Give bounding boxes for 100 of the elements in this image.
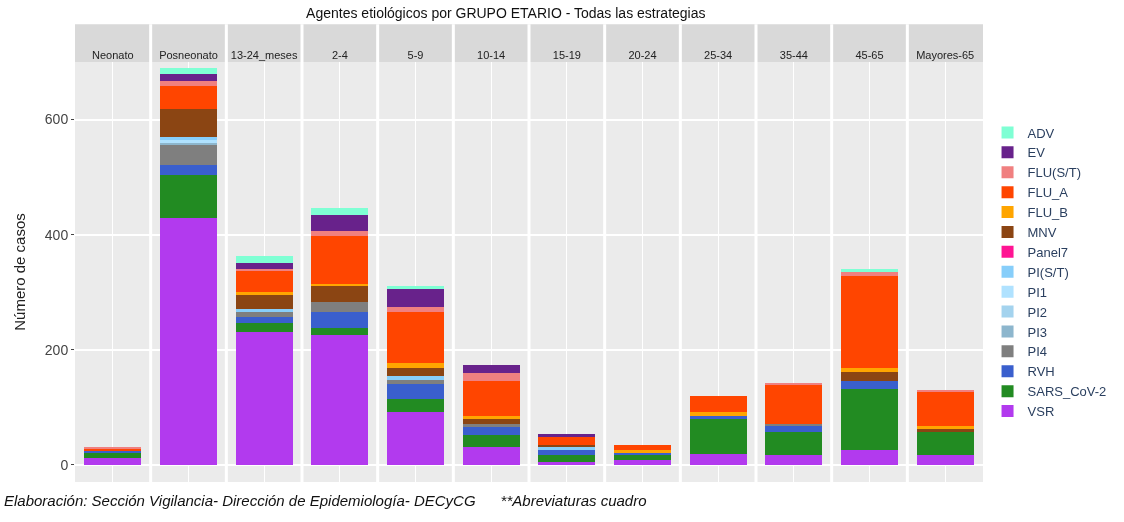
bar — [689, 454, 747, 465]
bar — [916, 454, 974, 465]
legend-label: Panel7 — [1027, 244, 1069, 260]
x-tick-label: 10-14 — [477, 48, 506, 61]
legend-label: PI4 — [1027, 344, 1048, 360]
bar — [538, 454, 596, 463]
bar — [689, 411, 747, 416]
bar — [462, 416, 520, 420]
x-tick-label: Posneonato — [159, 48, 218, 61]
bar — [311, 301, 369, 313]
bar — [387, 312, 444, 363]
bar — [311, 230, 369, 236]
legend-label: RVH — [1027, 364, 1055, 380]
bar — [841, 272, 898, 277]
text: Elaboración: Sección Vigilancia- Dirección de Epidemiología- DECyCG **Abreviaturas cuadro — [4, 492, 647, 509]
bar — [841, 269, 898, 272]
legend-label: PI3 — [1027, 324, 1048, 340]
bar — [538, 462, 596, 465]
bar — [387, 399, 444, 412]
bar — [160, 86, 217, 110]
bar — [84, 457, 142, 465]
bar — [614, 454, 671, 460]
x-tick-label: Mayores-65 — [916, 48, 975, 61]
x-tick-label: 5-9 — [407, 48, 424, 61]
bar — [387, 289, 444, 307]
y-tick-label: 200 — [44, 341, 69, 358]
bar — [311, 312, 369, 329]
bar — [841, 368, 898, 372]
legend-label: FLU_A — [1027, 185, 1069, 201]
bar — [387, 376, 444, 380]
chart-title: Agentes etiológicos por GRUPO ETARIO - Todas las estrategias — [306, 4, 706, 21]
bar — [311, 335, 369, 465]
bar — [765, 431, 823, 455]
bar — [84, 453, 142, 458]
bar — [235, 332, 293, 465]
bar — [841, 371, 898, 381]
legend-label: ADV — [1027, 125, 1055, 141]
bar — [689, 396, 747, 412]
bar — [614, 444, 671, 450]
bar — [765, 385, 823, 424]
y-tick-label: 400 — [44, 226, 69, 243]
bar — [160, 217, 217, 465]
legend-label: PI2 — [1027, 304, 1048, 320]
bar — [311, 328, 369, 336]
bar — [311, 215, 369, 231]
x-tick-label: 20-24 — [628, 48, 657, 61]
bar — [160, 175, 217, 218]
x-tick-label: 25-34 — [704, 48, 733, 61]
x-tick-label: 2-4 — [331, 48, 348, 61]
bar — [160, 145, 217, 165]
bar — [462, 365, 520, 373]
bar — [765, 423, 823, 426]
bar — [235, 270, 293, 293]
bar — [160, 109, 217, 138]
bar — [841, 276, 898, 369]
x-tick-label: 35-44 — [779, 48, 808, 61]
legend-label: PI(S/T) — [1027, 264, 1069, 280]
bar — [387, 383, 444, 400]
legend-label: VSR — [1027, 404, 1055, 420]
bar — [916, 431, 974, 455]
legend-label: PI1 — [1027, 284, 1048, 300]
bar — [765, 425, 823, 432]
bar — [462, 419, 520, 425]
bar — [311, 235, 369, 284]
x-tick-label: Neonato — [92, 48, 134, 61]
bar — [235, 263, 293, 269]
bar — [462, 447, 520, 465]
bar — [462, 380, 520, 417]
bar — [160, 80, 217, 87]
y-tick-label: 600 — [44, 111, 69, 128]
bar — [235, 256, 293, 264]
bar — [235, 292, 293, 296]
bar — [235, 295, 293, 310]
bar — [538, 433, 596, 437]
bar — [841, 380, 898, 389]
bar — [841, 388, 898, 451]
y-axis-title: Número de casos — [11, 213, 29, 331]
bar — [160, 74, 217, 81]
bar — [235, 316, 293, 323]
bar — [160, 164, 217, 176]
legend-label: FLU_B — [1027, 205, 1069, 221]
legend-label: MNV — [1027, 225, 1057, 241]
bar — [538, 449, 596, 455]
bar — [387, 379, 444, 384]
bar — [160, 68, 217, 75]
bar — [387, 362, 444, 369]
y-tick-label: 0 — [60, 456, 69, 473]
bar — [311, 286, 369, 302]
bar — [387, 286, 444, 290]
x-tick-label: 45-65 — [855, 48, 884, 61]
bar — [311, 207, 369, 216]
legend-label: SARS_CoV-2 — [1027, 384, 1107, 400]
bar — [235, 312, 293, 317]
bar — [765, 454, 823, 465]
bar — [614, 459, 671, 465]
legend-label: FLU(S/T) — [1027, 165, 1081, 181]
bar — [235, 309, 293, 313]
bar — [462, 372, 520, 381]
bar — [538, 436, 596, 446]
bar — [387, 411, 444, 465]
